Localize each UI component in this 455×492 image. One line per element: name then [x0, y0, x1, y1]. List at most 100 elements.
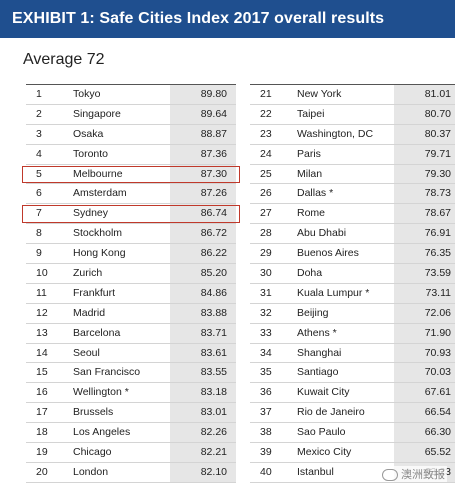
score-cell: 83.55 [200, 366, 227, 379]
rank-cell: 29 [260, 247, 272, 260]
table-row: 32 Beijing 72.06 [250, 304, 455, 324]
table-row: 17 Brussels 83.01 [26, 403, 236, 424]
score-cell: 83.71 [200, 326, 227, 339]
table-row: 38 Sao Paulo 66.30 [250, 423, 455, 444]
city-cell: Washington, DC [297, 127, 374, 140]
rank-cell: 32 [260, 306, 272, 319]
table-row: 28 Abu Dhabi 76.91 [250, 224, 455, 245]
rank-cell: 18 [36, 426, 48, 439]
city-cell: Mexico City [297, 446, 352, 459]
city-cell: Doha [297, 267, 323, 280]
rank-cell: 15 [36, 366, 48, 379]
table-row: 35 Santiago 70.03 [250, 363, 455, 384]
score-cell: 70.03 [424, 366, 451, 379]
score-cell: 83.01 [200, 406, 227, 419]
rank-cell: 22 [260, 107, 272, 120]
rank-cell: 26 [260, 187, 272, 200]
city-cell: Los Angeles [73, 426, 131, 439]
score-cell: 78.67 [424, 207, 451, 220]
city-cell: Zurich [73, 267, 103, 280]
exhibit-title: EXHIBIT 1: Safe Cities Index 2017 overal… [0, 0, 455, 38]
rank-cell: 35 [260, 366, 272, 379]
table-row: 2 Singapore 89.64 [26, 105, 236, 125]
rank-cell: 21 [260, 88, 272, 100]
score-cell: 87.30 [200, 167, 227, 180]
rank-cell: 6 [36, 187, 42, 200]
city-cell: Osaka [73, 127, 104, 140]
rank-cell: 27 [260, 207, 272, 220]
average-label: Average 72 [23, 51, 105, 68]
table-row: 25 Milan 79.30 [250, 165, 455, 185]
rank-cell: 24 [260, 147, 272, 160]
table-row: 1 Tokyo 89.80 [26, 85, 236, 105]
city-cell: Rio de Janeiro [297, 406, 365, 419]
score-cell: 86.72 [200, 227, 227, 240]
city-cell: Brussels [73, 406, 114, 419]
rank-cell: 9 [36, 247, 42, 260]
table-row: 7 Sydney 86.74 [22, 204, 240, 225]
score-cell: 84.86 [200, 286, 227, 299]
city-cell: Hong Kong [73, 247, 126, 260]
score-shade [394, 85, 455, 483]
city-cell: Melbourne [73, 167, 123, 180]
table-row: 29 Buenos Aires 76.35 [250, 244, 455, 265]
rank-cell: 40 [260, 465, 272, 478]
rank-cell: 39 [260, 446, 272, 459]
table-row: 20 London 82.10 [26, 463, 236, 483]
city-cell: Madrid [73, 306, 106, 319]
city-cell: Sao Paulo [297, 426, 346, 439]
score-cell: 82.26 [200, 426, 227, 439]
table-row: 11 Frankfurt 84.86 [26, 284, 236, 304]
rank-cell: 36 [260, 386, 272, 399]
city-cell: Stockholm [73, 227, 123, 240]
city-cell: Santiago [297, 366, 339, 379]
city-cell: London [73, 465, 109, 478]
table-row: 3 Osaka 88.87 [26, 125, 236, 145]
city-cell: Beijing [297, 306, 329, 319]
score-cell: 65.52 [424, 446, 451, 459]
score-cell: 89.80 [200, 88, 227, 100]
city-cell: San Francisco [73, 366, 141, 379]
score-cell: 72.06 [424, 306, 451, 319]
table-row: 13 Barcelona 83.71 [26, 324, 236, 344]
rank-cell: 23 [260, 127, 272, 140]
score-cell: 86.74 [200, 207, 227, 220]
score-cell: 78.73 [424, 187, 451, 200]
city-cell: New York [297, 88, 342, 100]
table-row: 30 Doha 73.59 [250, 264, 455, 284]
wechat-icon [382, 469, 398, 482]
rank-cell: 12 [36, 306, 48, 319]
rank-cell: 33 [260, 326, 272, 339]
city-cell: Barcelona [73, 326, 121, 339]
score-cell: 83.88 [200, 306, 227, 319]
city-cell: Singapore [73, 107, 121, 120]
score-cell: 73.59 [424, 267, 451, 280]
score-cell: 71.90 [424, 326, 451, 339]
rank-cell: 1 [36, 88, 42, 100]
score-cell: 76.35 [424, 247, 451, 260]
rank-cell: 13 [36, 326, 48, 339]
table-row: 33 Athens * 71.90 [250, 324, 455, 344]
rank-cell: 30 [260, 267, 272, 280]
score-cell: 79.71 [424, 147, 451, 160]
rank-cell: 17 [36, 406, 48, 419]
city-cell: Wellington * [73, 386, 129, 399]
rank-cell: 4 [36, 147, 42, 160]
city-cell: Athens * [297, 326, 337, 339]
ranking-column-right: 21 New York 81.01 22 Taipei 80.70 23 Washington… [250, 84, 455, 483]
score-cell: 80.70 [424, 107, 451, 120]
rank-cell: 8 [36, 227, 42, 240]
score-cell: 66.30 [424, 426, 451, 439]
city-cell: Taipei [297, 107, 325, 120]
table-row: 26 Dallas * 78.73 [250, 184, 455, 205]
table-row: 23 Washington, DC 80.37 [250, 125, 455, 145]
rank-cell: 16 [36, 386, 48, 399]
score-cell: 79.30 [424, 167, 451, 180]
score-cell: 66.54 [424, 406, 451, 419]
rank-cell: 20 [36, 465, 48, 478]
city-cell: Toronto [73, 147, 109, 160]
rank-cell: 28 [260, 227, 272, 240]
score-cell: 85.20 [200, 267, 227, 280]
score-cell: 73.11 [425, 286, 452, 299]
score-cell: 89.64 [200, 107, 227, 120]
